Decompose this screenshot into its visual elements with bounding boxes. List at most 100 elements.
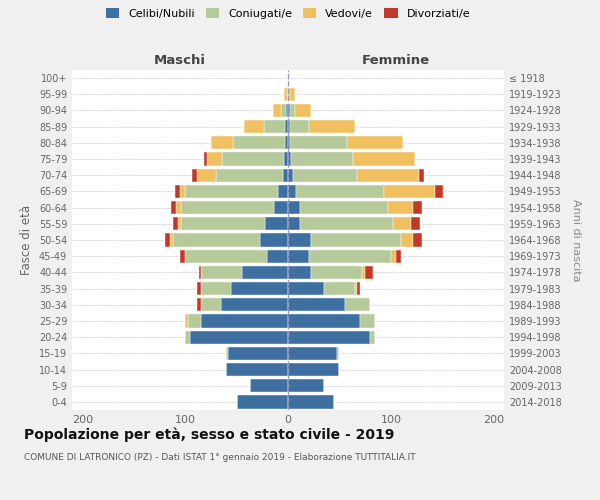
Bar bbox=[185, 185, 278, 198]
Bar bbox=[290, 136, 347, 149]
Bar bbox=[244, 120, 265, 134]
Bar bbox=[229, 346, 288, 360]
Bar bbox=[396, 250, 401, 263]
Bar bbox=[288, 250, 308, 263]
Y-axis label: Fasce di età: Fasce di età bbox=[20, 205, 33, 275]
Bar bbox=[308, 250, 391, 263]
Bar bbox=[226, 346, 229, 360]
Bar bbox=[293, 168, 357, 182]
Bar bbox=[272, 104, 281, 117]
Bar bbox=[435, 185, 443, 198]
Bar bbox=[288, 168, 293, 182]
Bar bbox=[199, 266, 200, 279]
Text: Popolazione per età, sesso e stato civile - 2019: Popolazione per età, sesso e stato civil… bbox=[24, 428, 394, 442]
Bar bbox=[288, 282, 324, 295]
Bar bbox=[250, 379, 288, 392]
Bar bbox=[175, 185, 180, 198]
Bar bbox=[362, 266, 365, 279]
Bar bbox=[365, 266, 373, 279]
Bar bbox=[185, 250, 268, 263]
Bar bbox=[291, 152, 353, 166]
Bar bbox=[190, 330, 288, 344]
Bar bbox=[193, 168, 197, 182]
Bar bbox=[200, 314, 288, 328]
Bar bbox=[211, 136, 233, 149]
Bar bbox=[288, 396, 334, 408]
Text: Femmine: Femmine bbox=[362, 54, 430, 67]
Bar bbox=[288, 298, 344, 312]
Bar bbox=[285, 120, 288, 134]
Bar bbox=[288, 314, 360, 328]
Bar bbox=[290, 88, 295, 101]
Bar bbox=[401, 234, 413, 246]
Bar bbox=[301, 217, 393, 230]
Y-axis label: Anni di nascita: Anni di nascita bbox=[571, 198, 581, 281]
Bar bbox=[173, 234, 260, 246]
Bar bbox=[197, 168, 216, 182]
Bar bbox=[290, 120, 308, 134]
Bar bbox=[170, 234, 173, 246]
Bar bbox=[412, 217, 419, 230]
Bar bbox=[200, 298, 221, 312]
Bar bbox=[236, 396, 288, 408]
Bar bbox=[353, 152, 415, 166]
Bar bbox=[274, 201, 288, 214]
Bar bbox=[285, 136, 288, 149]
Bar bbox=[288, 88, 290, 101]
Bar bbox=[296, 185, 383, 198]
Bar bbox=[288, 104, 290, 117]
Bar bbox=[176, 201, 181, 214]
Bar bbox=[419, 168, 424, 182]
Bar bbox=[197, 282, 200, 295]
Bar bbox=[347, 136, 403, 149]
Text: Maschi: Maschi bbox=[154, 54, 206, 67]
Bar bbox=[290, 104, 295, 117]
Bar bbox=[232, 282, 288, 295]
Bar bbox=[164, 234, 170, 246]
Bar bbox=[388, 201, 413, 214]
Bar bbox=[308, 120, 355, 134]
Bar bbox=[200, 282, 232, 295]
Bar bbox=[203, 152, 207, 166]
Bar bbox=[181, 217, 265, 230]
Bar bbox=[288, 330, 370, 344]
Bar bbox=[181, 201, 274, 214]
Bar bbox=[311, 234, 401, 246]
Bar bbox=[185, 330, 190, 344]
Bar bbox=[413, 201, 422, 214]
Bar bbox=[288, 185, 296, 198]
Text: COMUNE DI LATRONICO (PZ) - Dati ISTAT 1° gennaio 2019 - Elaborazione TUTTITALIA.: COMUNE DI LATRONICO (PZ) - Dati ISTAT 1°… bbox=[24, 452, 416, 462]
Bar bbox=[393, 217, 412, 230]
Bar bbox=[222, 152, 284, 166]
Bar bbox=[357, 282, 360, 295]
Bar bbox=[370, 330, 376, 344]
Bar bbox=[281, 104, 286, 117]
Bar bbox=[287, 88, 288, 101]
Bar bbox=[337, 346, 340, 360]
Bar bbox=[207, 152, 222, 166]
Bar bbox=[288, 201, 301, 214]
Bar bbox=[265, 120, 285, 134]
Bar bbox=[284, 88, 287, 101]
Bar bbox=[288, 136, 290, 149]
Bar bbox=[288, 72, 289, 85]
Bar bbox=[288, 346, 337, 360]
Bar bbox=[180, 185, 185, 198]
Bar bbox=[288, 363, 340, 376]
Bar bbox=[301, 201, 388, 214]
Bar bbox=[288, 217, 301, 230]
Bar bbox=[185, 314, 188, 328]
Bar bbox=[391, 250, 396, 263]
Bar bbox=[268, 250, 288, 263]
Bar bbox=[278, 185, 288, 198]
Bar bbox=[226, 363, 288, 376]
Bar bbox=[288, 379, 324, 392]
Bar bbox=[360, 314, 376, 328]
Bar bbox=[288, 152, 291, 166]
Bar bbox=[221, 298, 288, 312]
Bar bbox=[216, 168, 283, 182]
Bar bbox=[180, 250, 185, 263]
Bar bbox=[284, 152, 288, 166]
Bar bbox=[286, 104, 288, 117]
Bar bbox=[197, 298, 200, 312]
